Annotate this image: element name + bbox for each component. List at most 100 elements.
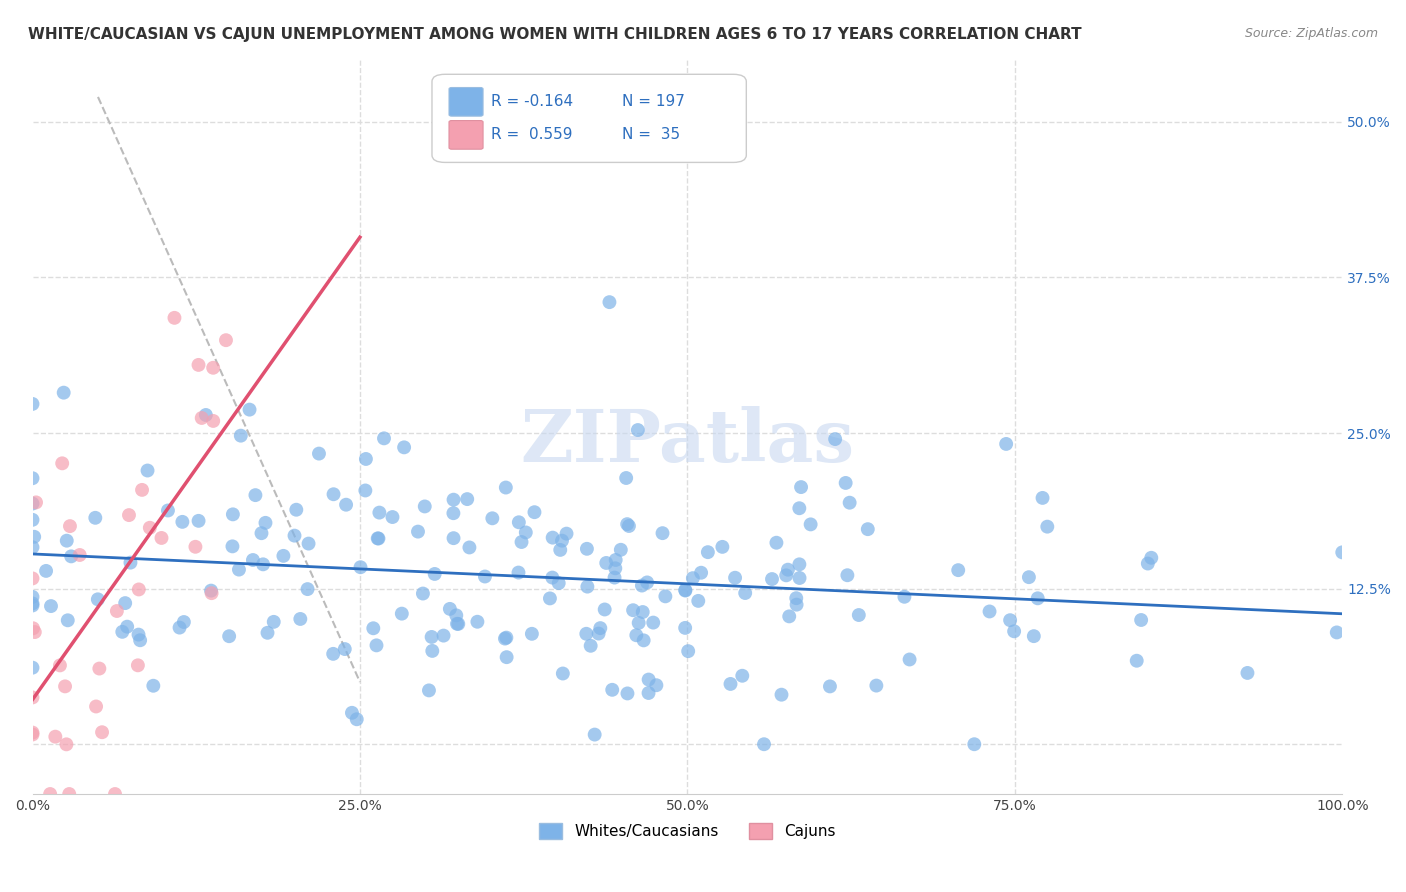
Point: [1136, 557, 1159, 571]
Point: [523, 505, 546, 519]
Text: WHITE/CAUCASIAN VS CAJUN UNEMPLOYMENT AMONG WOMEN WITH CHILDREN AGES 6 TO 17 YEA: WHITE/CAUCASIAN VS CAJUN UNEMPLOYMENT AM…: [28, 27, 1081, 42]
Point: [775, 568, 797, 582]
Point: [838, 496, 860, 510]
Point: [547, 576, 569, 591]
Point: [368, 506, 391, 520]
Point: [515, 525, 537, 540]
Point: [354, 452, 377, 467]
Point: [49, 658, 72, 673]
Point: [245, 488, 267, 502]
Point: [856, 522, 879, 536]
Point: [752, 737, 775, 751]
Point: [673, 621, 696, 635]
Point: [423, 566, 446, 581]
Point: [508, 516, 530, 530]
Point: [963, 737, 986, 751]
Point: [60, 549, 83, 564]
Text: Source: ZipAtlas.com: Source: ZipAtlas.com: [1244, 27, 1378, 40]
Point: [84, 511, 107, 525]
Point: [21, 599, 44, 613]
Point: [446, 608, 468, 623]
Point: [443, 492, 465, 507]
Point: [420, 644, 443, 658]
Point: [551, 666, 574, 681]
Point: [865, 679, 887, 693]
Point: [55, 737, 77, 751]
Point: [1326, 625, 1348, 640]
Point: [250, 526, 273, 541]
Point: [432, 629, 454, 643]
Point: [520, 627, 543, 641]
Point: [673, 583, 696, 598]
Point: [89, 661, 111, 675]
Point: [184, 540, 207, 554]
Point: [56, 613, 79, 627]
Point: [55, 533, 77, 548]
Point: [605, 553, 627, 567]
Point: [228, 563, 250, 577]
Point: [508, 566, 530, 580]
Point: [447, 616, 470, 631]
Point: [776, 563, 799, 577]
Point: [688, 594, 710, 608]
Point: [229, 428, 252, 442]
Point: [538, 591, 561, 606]
Point: [39, 787, 62, 801]
Point: [627, 615, 650, 630]
Point: [21, 540, 44, 554]
Point: [631, 578, 654, 592]
Point: [495, 631, 517, 645]
Point: [254, 516, 277, 530]
Point: [290, 612, 312, 626]
Point: [1031, 491, 1053, 505]
Text: R =  0.559: R = 0.559: [491, 127, 572, 142]
Point: [1022, 629, 1045, 643]
Point: [363, 621, 385, 635]
Point: [446, 616, 468, 631]
Point: [84, 699, 107, 714]
Point: [636, 575, 658, 590]
Point: [52, 385, 75, 400]
Point: [333, 642, 356, 657]
Point: [495, 481, 517, 495]
Point: [778, 609, 800, 624]
Point: [21, 596, 44, 610]
Point: [761, 572, 783, 586]
Point: [285, 502, 308, 516]
Point: [25, 495, 48, 509]
Point: [682, 571, 704, 585]
Point: [1026, 591, 1049, 606]
Point: [21, 590, 44, 604]
Point: [898, 652, 921, 666]
Text: N =  35: N = 35: [621, 127, 681, 142]
Point: [21, 471, 44, 485]
Point: [458, 541, 481, 555]
Point: [114, 596, 136, 610]
Point: [616, 517, 638, 532]
Point: [541, 571, 564, 585]
Point: [169, 621, 191, 635]
Point: [494, 632, 516, 646]
FancyBboxPatch shape: [449, 120, 484, 149]
Point: [995, 437, 1018, 451]
Point: [366, 638, 388, 652]
Point: [610, 542, 633, 557]
Point: [21, 497, 44, 511]
Point: [1331, 545, 1354, 559]
Point: [367, 532, 389, 546]
Point: [637, 686, 659, 700]
Point: [69, 548, 91, 562]
Point: [588, 626, 610, 640]
Point: [1002, 624, 1025, 639]
Point: [645, 678, 668, 692]
Point: [1018, 570, 1040, 584]
Point: [128, 582, 150, 597]
Point: [1036, 519, 1059, 533]
Point: [21, 513, 44, 527]
Point: [731, 669, 754, 683]
Point: [633, 633, 655, 648]
Point: [104, 787, 127, 801]
Point: [481, 511, 503, 525]
Point: [129, 633, 152, 648]
Point: [575, 541, 598, 556]
